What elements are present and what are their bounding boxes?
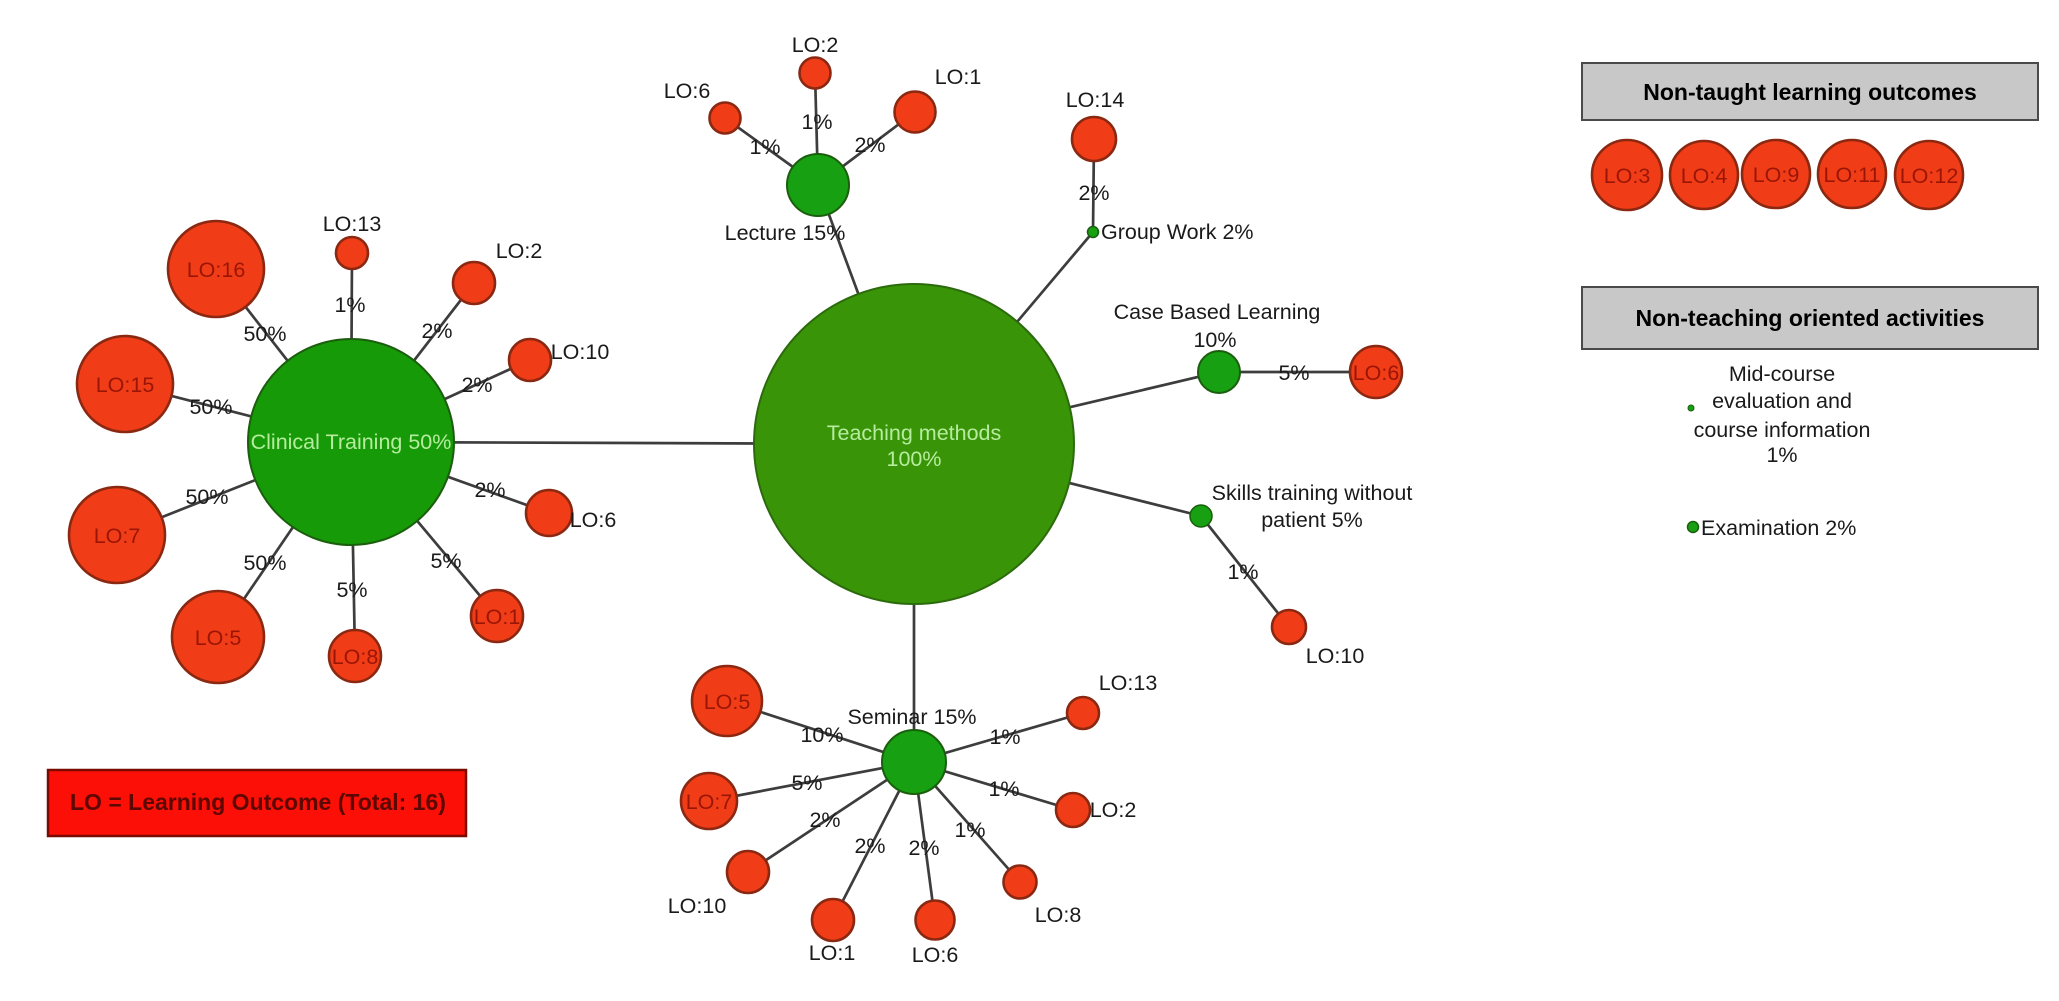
svg-text:1%: 1% <box>801 110 832 134</box>
svg-text:5%: 5% <box>791 771 822 795</box>
svg-text:patient 5%: patient 5% <box>1261 508 1363 532</box>
svg-text:Clinical Training 50%: Clinical Training 50% <box>251 430 452 454</box>
svg-text:LO:5: LO:5 <box>195 626 242 650</box>
svg-text:1%: 1% <box>1227 560 1258 584</box>
svg-text:LO:1: LO:1 <box>809 941 856 965</box>
svg-text:LO:2: LO:2 <box>792 33 839 57</box>
svg-text:evaluation and: evaluation and <box>1712 389 1852 413</box>
svg-text:Lecture 15%: Lecture 15% <box>725 221 846 245</box>
svg-text:50%: 50% <box>189 395 232 419</box>
svg-text:Examination 2%: Examination 2% <box>1701 516 1856 540</box>
svg-text:LO:10: LO:10 <box>1306 644 1365 668</box>
svg-text:LO:1: LO:1 <box>474 605 521 629</box>
svg-text:LO:15: LO:15 <box>96 373 155 397</box>
svg-text:1%: 1% <box>988 777 1019 801</box>
svg-text:50%: 50% <box>243 322 286 346</box>
svg-text:10%: 10% <box>800 723 843 747</box>
svg-text:1%: 1% <box>989 725 1020 749</box>
svg-text:LO:7: LO:7 <box>94 524 141 548</box>
svg-text:LO:9: LO:9 <box>1753 163 1800 187</box>
svg-text:5%: 5% <box>1278 361 1309 385</box>
svg-text:Seminar 15%: Seminar 15% <box>847 705 976 729</box>
svg-text:2%: 2% <box>854 834 885 858</box>
svg-text:LO:10: LO:10 <box>668 894 727 918</box>
svg-text:LO:11: LO:11 <box>1824 163 1881 187</box>
svg-text:2%: 2% <box>809 808 840 832</box>
svg-text:1%: 1% <box>954 818 985 842</box>
svg-text:5%: 5% <box>336 578 367 602</box>
svg-text:50%: 50% <box>243 551 286 575</box>
svg-text:LO:2: LO:2 <box>496 239 543 263</box>
svg-text:LO:1: LO:1 <box>935 65 982 89</box>
svg-text:2%: 2% <box>854 133 885 157</box>
svg-text:Non-taught learning outcomes: Non-taught learning outcomes <box>1643 79 1977 105</box>
svg-text:LO:10: LO:10 <box>551 340 610 364</box>
svg-text:LO:13: LO:13 <box>1099 671 1158 695</box>
svg-text:100%: 100% <box>887 447 942 471</box>
svg-text:LO:6: LO:6 <box>664 79 711 103</box>
svg-text:LO:7: LO:7 <box>686 790 733 814</box>
svg-text:1%: 1% <box>749 135 780 159</box>
svg-text:LO:6: LO:6 <box>1353 361 1400 385</box>
svg-text:LO:2: LO:2 <box>1090 798 1137 822</box>
svg-text:LO:14: LO:14 <box>1066 88 1125 112</box>
svg-text:LO:4: LO:4 <box>1681 164 1728 188</box>
svg-text:course information: course information <box>1694 418 1871 442</box>
svg-text:5%: 5% <box>430 549 461 573</box>
svg-text:2%: 2% <box>908 836 939 860</box>
svg-text:LO = Learning Outcome (Total:: LO = Learning Outcome (Total: 16) <box>70 789 446 815</box>
svg-text:LO:16: LO:16 <box>187 258 246 282</box>
svg-text:Skills training without: Skills training without <box>1212 481 1413 505</box>
svg-text:LO:12: LO:12 <box>1900 164 1959 188</box>
svg-text:Non-teaching oriented activiti: Non-teaching oriented activities <box>1636 305 1985 331</box>
svg-text:Teaching methods: Teaching methods <box>827 421 1002 445</box>
svg-text:2%: 2% <box>461 373 492 397</box>
svg-text:Group Work 2%: Group Work 2% <box>1101 220 1254 244</box>
svg-text:LO:6: LO:6 <box>912 943 959 967</box>
svg-text:Mid-course: Mid-course <box>1729 362 1835 386</box>
svg-text:LO:5: LO:5 <box>704 690 751 714</box>
svg-text:10%: 10% <box>1193 328 1236 352</box>
svg-text:2%: 2% <box>1078 181 1109 205</box>
svg-text:1%: 1% <box>334 293 365 317</box>
svg-text:LO:6: LO:6 <box>570 508 617 532</box>
svg-text:LO:8: LO:8 <box>332 645 379 669</box>
svg-text:LO:3: LO:3 <box>1604 164 1651 188</box>
svg-text:2%: 2% <box>421 319 452 343</box>
svg-text:2%: 2% <box>474 478 505 502</box>
svg-text:LO:8: LO:8 <box>1035 903 1082 927</box>
svg-text:LO:13: LO:13 <box>323 212 382 236</box>
svg-text:50%: 50% <box>185 485 228 509</box>
svg-text:Case Based Learning: Case Based Learning <box>1114 300 1321 324</box>
svg-text:1%: 1% <box>1766 443 1797 467</box>
